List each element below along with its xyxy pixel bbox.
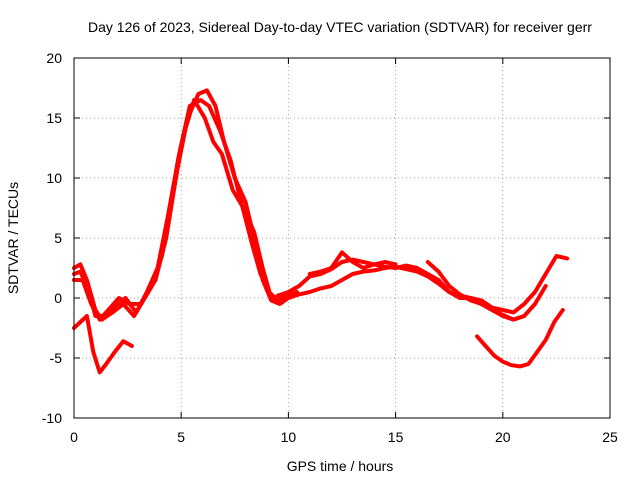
- x-tick-label: 5: [177, 429, 185, 445]
- x-axis-label: GPS time / hours: [287, 458, 394, 474]
- x-tick-label: 0: [70, 429, 78, 445]
- x-tick-label: 25: [602, 429, 618, 445]
- series-line-5: [275, 254, 570, 315]
- series-line-9: [475, 308, 565, 369]
- x-tick-label: 20: [495, 429, 511, 445]
- y-tick-label: 10: [46, 170, 62, 186]
- series-line-8: [425, 260, 527, 322]
- data-series: [72, 88, 570, 375]
- axis-ticks: 0 5 10 15 20 25 -10 -5 0 5 10 15 20: [42, 50, 618, 445]
- y-tick-label: 5: [54, 230, 62, 246]
- y-axis-label: SDTVAR / TECUs: [5, 182, 21, 294]
- y-tick-label: 15: [46, 110, 62, 126]
- x-tick-label: 10: [281, 429, 297, 445]
- series-line-3: [72, 98, 274, 322]
- series-line-7: [307, 250, 398, 276]
- y-tick-label: 20: [46, 50, 62, 66]
- grid-lines: [74, 58, 610, 418]
- x-tick-label: 15: [388, 429, 404, 445]
- series-line-4: [72, 314, 134, 375]
- chart-title: Day 126 of 2023, Sidereal Day-to-day VTE…: [88, 19, 592, 35]
- y-tick-label: 0: [54, 290, 62, 306]
- y-tick-label: -5: [50, 350, 63, 366]
- y-tick-label: -10: [42, 410, 62, 426]
